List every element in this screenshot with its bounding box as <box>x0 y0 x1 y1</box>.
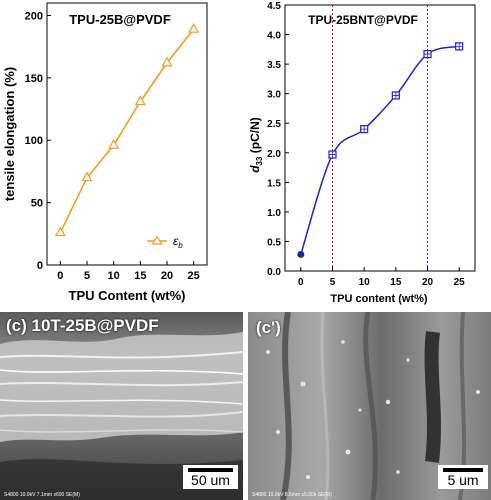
y-tick-label: 2.0 <box>267 149 281 160</box>
sem-panel-label: (c') <box>256 318 281 337</box>
y-tick-label: 3.5 <box>267 60 281 71</box>
data-point <box>54 226 66 237</box>
x-tick-label: 25 <box>188 270 200 282</box>
sem-image-cross-section: (c) 10T-25B@PVDF 50 um S4800 10.0kV 7.1m… <box>0 312 243 500</box>
data-point <box>297 250 305 258</box>
data-point-cross <box>360 125 368 133</box>
y-tick-label: 0.0 <box>267 267 281 278</box>
data-point <box>188 22 200 33</box>
y-tick-label: 4.5 <box>267 1 281 12</box>
y-tick-label: 1.0 <box>267 208 281 219</box>
legend: εb <box>147 234 183 250</box>
y-tick-label: 200 <box>25 10 43 22</box>
x-tick-label: 20 <box>161 270 173 282</box>
data-point-cross <box>455 42 463 50</box>
sem-panel-label: (c) 10T-25B@PVDF <box>6 316 159 335</box>
x-axis-label: TPU content (wt%) <box>330 293 427 305</box>
x-tick-label: 20 <box>422 277 434 288</box>
data-point <box>81 171 93 182</box>
x-tick-label: 10 <box>108 270 120 282</box>
x-tick-label: 5 <box>330 277 336 288</box>
x-tick-label: 15 <box>134 270 146 282</box>
d33-chart: TPU-25BNT@PVDF TPU content (wt%) d33 (pC… <box>248 1 476 305</box>
y-tick-label: 3.0 <box>267 90 281 101</box>
data-point <box>161 56 173 67</box>
scale-bar-line <box>443 468 483 472</box>
data-point-cross <box>329 151 336 159</box>
sem-footer: S4800 10.0kV 7.1mm x600 SE(M) <box>4 492 80 498</box>
y-tick-label: 4.0 <box>267 31 281 42</box>
chart-title: TPU-25BNT@PVDF <box>308 13 418 27</box>
plot-frame <box>284 4 476 272</box>
scale-bar: 50 um <box>183 465 238 489</box>
y-tick-label: 0 <box>37 260 43 272</box>
y-tick-label: 0.5 <box>267 237 281 248</box>
sem-footer: S4800 10.0kV 8.6mm x5.00k SE(M) <box>252 492 332 498</box>
chart-title: TPU-25B@PVDF <box>69 12 171 27</box>
data-point-cross <box>392 91 400 99</box>
x-tick-label: 0 <box>57 270 63 282</box>
y-tick-label: 50 <box>31 198 43 210</box>
y-tick-label: 1.5 <box>267 178 281 189</box>
tensile-elongation-chart: TPU-25B@PVDF TPU Content (wt%) tensile e… <box>2 2 208 303</box>
x-tick-label: 10 <box>359 277 371 288</box>
legend-label: εb <box>173 234 183 250</box>
x-tick-label: 15 <box>390 277 402 288</box>
sem-image-surface: (c') 5 um S4800 10.0kV 8.6mm x5.00k SE(M… <box>248 312 491 500</box>
data-point <box>108 139 120 149</box>
x-tick-label: 5 <box>84 270 90 282</box>
data-point <box>134 95 146 106</box>
legend-triangle-marker <box>151 235 163 245</box>
scale-bar: 5 um <box>438 465 488 489</box>
x-tick-label: 25 <box>454 277 466 288</box>
scale-bar-line <box>188 468 233 472</box>
y-tick-label: 2.5 <box>267 119 281 130</box>
y-tick-label: 150 <box>25 73 43 85</box>
scale-bar-label: 5 um <box>447 472 479 488</box>
y-tick-label: 100 <box>25 135 43 147</box>
x-axis-label: TPU Content (wt%) <box>69 288 186 303</box>
data-point-cross <box>424 50 431 58</box>
series-line <box>59 28 195 233</box>
x-tick-label: 0 <box>298 277 304 288</box>
y-axis-label: d33 (pC/N) <box>248 117 264 173</box>
scale-bar-label: 50 um <box>191 472 230 488</box>
y-axis-label: tensile elongation (%) <box>2 67 17 201</box>
